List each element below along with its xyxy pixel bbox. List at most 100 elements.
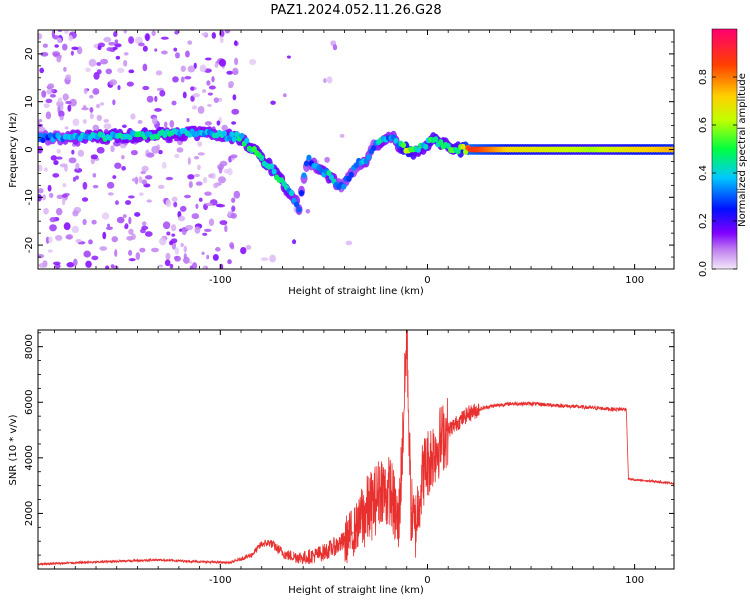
spectrogram-noise-cell xyxy=(113,265,119,269)
spectrogram-noise-cell xyxy=(134,212,141,217)
spectrogram-noise-cell xyxy=(169,263,174,269)
spectrogram-ridge-cell xyxy=(326,169,332,176)
spectrogram-y-tick-label: -10 xyxy=(24,189,35,205)
snr-frame xyxy=(37,329,675,570)
spectrogram-noise-cell xyxy=(231,205,236,212)
spectrogram-ridge-cell xyxy=(271,168,277,175)
spectrogram-noise-cell xyxy=(245,244,252,250)
spectrogram-noise-cell xyxy=(45,98,53,104)
spectrogram-noise-cell xyxy=(190,86,195,91)
spectrogram-noise-cell xyxy=(224,224,228,233)
spectrogram-noise-cell xyxy=(39,67,45,74)
spectrogram-noise-cell xyxy=(178,215,186,222)
spectrogram-noise-cell xyxy=(49,217,57,223)
spectrogram-noise-cell xyxy=(286,55,291,59)
spectrogram-noise-cell xyxy=(216,120,221,126)
spectrogram-noise-cell xyxy=(191,105,198,110)
spectrogram-noise-cell xyxy=(173,47,178,52)
spectrogram-noise-cell xyxy=(96,69,102,75)
spectrogram-noise-cell xyxy=(130,149,138,156)
spectrogram-ridge-cell xyxy=(306,154,312,161)
colorbar-frame xyxy=(711,28,738,270)
snr-panel: -100 0 100 2000 4000 6000 8000 Height of stra… xyxy=(8,329,675,596)
snr-point xyxy=(551,404,553,406)
spectrogram-noise-cell xyxy=(135,252,141,261)
spectrogram-y-tick-label: -20 xyxy=(24,237,35,253)
spectrogram-noise-cell xyxy=(176,147,184,153)
spectrogram-noise-cell xyxy=(38,119,43,123)
spectrogram-noise-cell xyxy=(249,58,257,66)
spectrogram-ridge-cell xyxy=(288,190,295,197)
spectrogram-noise-cell xyxy=(155,70,163,76)
spectrogram-ridge-cell xyxy=(303,160,310,167)
spectrogram-y-ticks: -20 -10 0 10 20 xyxy=(24,29,674,270)
spectrogram-ridge-cell xyxy=(366,154,372,161)
spectrogram-noise-cell xyxy=(145,175,153,180)
spectrogram-noise-cell xyxy=(227,259,232,265)
spectrogram-noise-cell xyxy=(111,236,118,243)
snr-point xyxy=(344,540,346,542)
spectrogram-noise-cell xyxy=(202,89,207,93)
spectrogram-noise-cell xyxy=(187,174,195,180)
spectrogram-noise-cell xyxy=(63,163,68,172)
spectrogram-noise-cell xyxy=(174,247,179,255)
spectrogram-x-ticks: -100 0 100 xyxy=(54,30,656,286)
snr-point xyxy=(592,407,594,409)
figure-title: PAZ1.2024.052.11.26.G28 xyxy=(270,3,441,18)
spectrogram-noise-cell xyxy=(229,242,235,249)
spectrogram-noise-cell xyxy=(114,249,118,257)
spectrogram-noise-cell xyxy=(106,181,115,189)
spectrogram-noise-cell xyxy=(158,264,164,268)
spectrogram-noise-cell xyxy=(138,42,145,47)
spectrogram-noise-cell xyxy=(183,245,188,253)
spectrogram-ridge-cell xyxy=(259,154,265,161)
spectrogram-noise-cell xyxy=(47,83,55,89)
snr-marks xyxy=(38,330,674,567)
spectrogram-noise-cell xyxy=(185,224,194,231)
spectrogram-noise-cell xyxy=(170,224,177,232)
spectrogram-noise-cell xyxy=(197,164,201,171)
spectrogram-noise-cell xyxy=(115,55,121,60)
spectrogram-noise-cell xyxy=(62,197,66,206)
snr-point xyxy=(333,546,335,548)
spectrogram-noise-cell xyxy=(204,191,212,196)
spectrogram-noise-cell xyxy=(197,106,205,114)
spectrogram-noise-cell xyxy=(45,236,50,244)
spectrogram-noise-cell xyxy=(170,238,178,244)
spectrogram-noise-cell xyxy=(161,162,167,169)
snr-point xyxy=(269,541,271,544)
snr-point xyxy=(368,507,371,509)
spectrogram-ridge-cell xyxy=(433,136,439,143)
spectrogram-noise-cell xyxy=(192,93,200,98)
spectrogram-noise-cell xyxy=(77,149,85,157)
spectrogram-noise-cell xyxy=(112,99,116,106)
spectrogram-ridge-cell xyxy=(234,131,240,138)
spectrogram-noise-cell xyxy=(52,261,61,266)
spectrogram-noise-cell xyxy=(231,108,240,115)
spectrogram-noise-cell xyxy=(57,30,63,33)
snr-point xyxy=(433,451,435,453)
snr-point xyxy=(385,496,387,498)
spectrogram-noise-cell xyxy=(65,234,74,240)
snr-point xyxy=(397,526,400,528)
spectrogram-noise-cell xyxy=(171,242,177,250)
spectrogram-noise-cell xyxy=(64,126,69,130)
spectrogram-noise-cell xyxy=(114,162,122,169)
spectrogram-noise-cell xyxy=(83,250,91,258)
snr-point xyxy=(375,498,377,501)
spectrogram-noise-cell xyxy=(270,100,276,105)
colorbar-tick-label: 0.4 xyxy=(698,165,709,181)
snr-point xyxy=(74,562,76,564)
spectrogram-noise-cell xyxy=(231,197,236,203)
spectrogram-noise-cell xyxy=(305,208,311,214)
spectrogram-noise-cell xyxy=(107,223,111,228)
snr-series-line xyxy=(38,330,674,567)
spectrogram-noise-cell xyxy=(180,65,186,72)
snr-x-tick-label: 0 xyxy=(424,575,430,586)
spectrogram-noise-cell xyxy=(218,58,227,67)
spectrogram-noise-cell xyxy=(151,30,156,36)
spectrogram-noise-cell xyxy=(50,88,55,93)
spectrogram-noise-cell xyxy=(292,239,297,245)
snr-point xyxy=(654,480,656,483)
snr-y-axis-label: SNR (10 * v/v) xyxy=(8,414,19,485)
